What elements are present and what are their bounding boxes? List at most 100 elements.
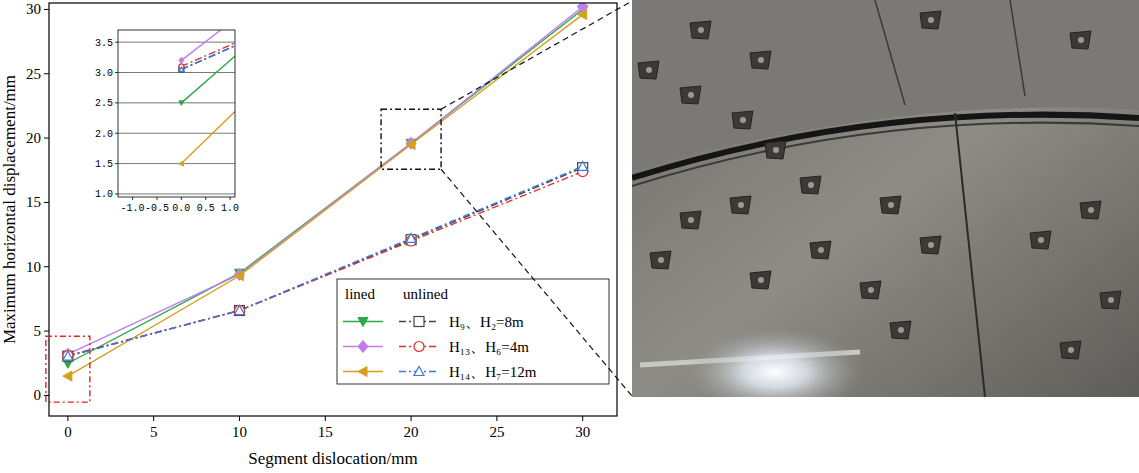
inset-y-tick <box>115 133 118 134</box>
inset-x-tick-label: -0.5 <box>145 203 169 214</box>
photo-bolt-pocket <box>880 196 901 214</box>
marker <box>406 140 415 150</box>
photo-bolt <box>808 182 814 188</box>
legend-label: H₁₃、H₆=4m <box>449 339 529 355</box>
photo-bolt-pocket <box>1100 291 1121 309</box>
inset-x-tick <box>205 197 206 200</box>
inset-y-tick-label: 2.5 <box>95 98 113 109</box>
photo-bolt-pocket <box>732 111 753 129</box>
inset-x-tick <box>181 197 182 200</box>
marker <box>179 57 184 63</box>
inset-x-tick-label: -1.0 <box>121 203 145 214</box>
x-tick-label: 15 <box>318 424 333 440</box>
photo-bolt <box>1088 207 1094 213</box>
inset-y-tick-label: 1.0 <box>95 189 113 200</box>
y-tick-label: 10 <box>26 259 41 275</box>
marker <box>63 351 73 360</box>
y-tick-label: 5 <box>34 323 42 339</box>
inset-y-tick <box>115 72 118 73</box>
inset-grid-line <box>118 193 235 194</box>
photo-background <box>632 0 1139 397</box>
x-tick <box>239 416 240 421</box>
marker <box>406 137 416 149</box>
x-axis-title: Segment dislocation/mm <box>248 449 418 468</box>
photo-bolt <box>740 117 746 123</box>
marker <box>63 351 73 361</box>
inset-y-tick-label: 3.5 <box>95 38 113 49</box>
photo-bolt <box>1078 37 1084 43</box>
photo-seam <box>1010 0 1025 96</box>
marker <box>234 305 244 315</box>
x-tick-label: 10 <box>232 424 247 440</box>
inset-data <box>179 30 235 166</box>
inset-y-tick <box>115 163 118 164</box>
y-tick-label: 15 <box>26 194 41 210</box>
photo-seam <box>875 0 905 105</box>
figure: 051015202530051015202530Segment dislocat… <box>0 0 1139 473</box>
photo-bolt <box>1108 297 1114 303</box>
photo-bolt <box>1068 347 1074 353</box>
x-tick-label: 30 <box>575 424 590 440</box>
photo-bolt-pocket <box>860 281 881 299</box>
marker <box>63 371 72 381</box>
photo-bolt-pocket <box>920 11 941 29</box>
connector <box>441 1 632 109</box>
x-tick <box>67 416 68 421</box>
photo-bolt-pocket <box>650 251 671 269</box>
photo-bolt-pocket <box>638 61 659 79</box>
inset-grid-line <box>118 102 235 103</box>
inset-frame <box>118 30 235 197</box>
series-line <box>181 30 235 66</box>
marker <box>358 318 368 327</box>
inset-x-tick <box>132 197 133 200</box>
x-tick-label: 20 <box>404 424 419 440</box>
photo-bolt-pocket <box>1070 31 1091 49</box>
legend-label: H₁₄、H₇=12m <box>449 364 537 380</box>
y-tick-label: 30 <box>26 1 41 17</box>
inset-y-tick <box>115 42 118 43</box>
photo-bolt <box>688 92 694 98</box>
marker <box>234 268 244 280</box>
marker <box>358 367 367 377</box>
photo-bolt-pocket <box>750 271 771 289</box>
photo-bolt <box>818 247 824 253</box>
legend-label: H₉、H₂=8m <box>449 314 524 330</box>
x-tick <box>582 416 583 421</box>
inset-grid-line <box>118 133 235 134</box>
photo <box>632 0 1139 397</box>
legend-column-head: lined <box>345 286 375 302</box>
photo-bolt-pocket <box>750 51 771 69</box>
x-tick <box>325 416 326 421</box>
y-tick-label: 25 <box>26 66 41 82</box>
series-line <box>181 30 235 103</box>
photo-bolt-pocket <box>810 241 831 259</box>
x-tick-label: 0 <box>64 424 72 440</box>
connector <box>441 169 632 396</box>
x-tick <box>153 416 154 421</box>
photo-bolt <box>928 17 934 23</box>
y-tick-label: 20 <box>26 130 41 146</box>
y-tick <box>44 9 49 10</box>
photo-bolt-pocket <box>730 196 751 214</box>
photo-bolt <box>688 217 694 223</box>
inset-grid-line <box>118 42 235 43</box>
photo-bolt-pocket <box>680 211 701 229</box>
photo-bolt-pocket <box>690 21 711 39</box>
inset-y-tick <box>115 102 118 103</box>
series-line <box>181 30 235 69</box>
marker <box>234 306 244 315</box>
x-tick <box>496 416 497 421</box>
photo-bolt <box>1038 237 1044 243</box>
marker <box>63 348 73 360</box>
inset-grid-line <box>118 163 235 164</box>
inset-y-tick-label: 1.5 <box>95 159 113 170</box>
legend-box <box>337 279 609 384</box>
y-tick <box>44 138 49 139</box>
y-tick <box>44 331 49 332</box>
photo-bolt <box>698 27 704 33</box>
y-axis-title: Maximum horizontal displacement/mm <box>0 75 19 344</box>
photo-seam <box>955 113 985 397</box>
legend: linedunlinedH₉、H₂=8mH₁₃、H₆=4mH₁₄、H₇=12m <box>337 279 609 384</box>
marker <box>406 233 416 242</box>
photo-bolt-pocket <box>920 236 941 254</box>
